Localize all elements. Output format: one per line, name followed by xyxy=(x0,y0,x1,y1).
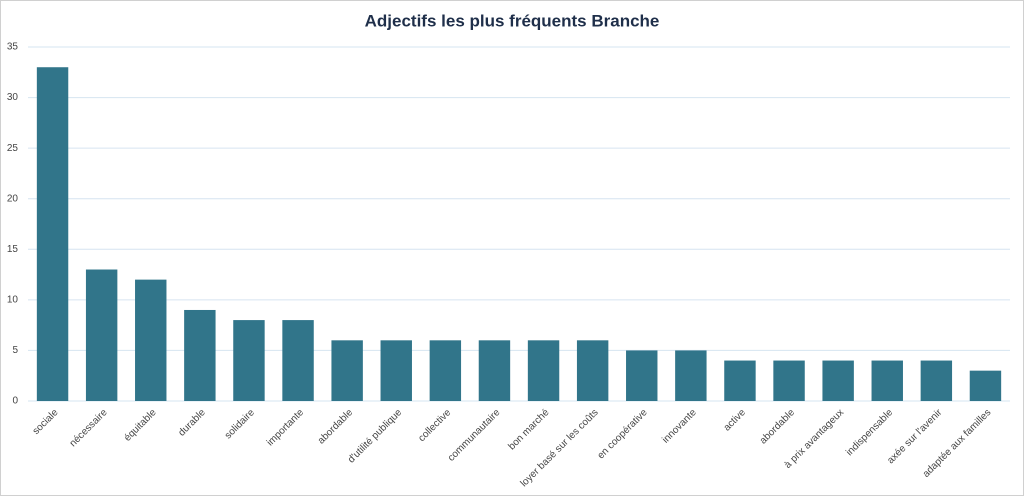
y-tick-label: 15 xyxy=(7,244,19,255)
bar xyxy=(920,360,953,401)
y-tick-label: 5 xyxy=(12,345,18,356)
bar xyxy=(331,340,363,401)
bar xyxy=(184,309,216,401)
bar xyxy=(724,360,756,401)
y-tick-label: 25 xyxy=(7,143,19,154)
bar xyxy=(969,370,1002,401)
bar xyxy=(576,340,609,401)
chart-title: Adjectifs les plus fréquents Branche xyxy=(365,11,660,30)
bar xyxy=(773,360,805,401)
bar xyxy=(282,320,314,401)
y-tick-label: 30 xyxy=(7,92,19,103)
y-tick-label: 35 xyxy=(7,42,19,53)
bar xyxy=(822,360,854,401)
y-tick-label: 0 xyxy=(12,396,18,407)
bar xyxy=(675,350,707,401)
bar xyxy=(85,269,118,401)
bar xyxy=(626,350,658,401)
bar xyxy=(871,360,903,401)
bar xyxy=(478,340,511,401)
bar xyxy=(380,340,412,401)
y-tick-label: 20 xyxy=(7,193,19,204)
y-tick-label: 10 xyxy=(7,294,19,305)
bar xyxy=(36,67,69,401)
bar xyxy=(527,340,560,401)
bar xyxy=(135,279,167,401)
bar xyxy=(429,340,462,401)
bar xyxy=(233,320,265,401)
